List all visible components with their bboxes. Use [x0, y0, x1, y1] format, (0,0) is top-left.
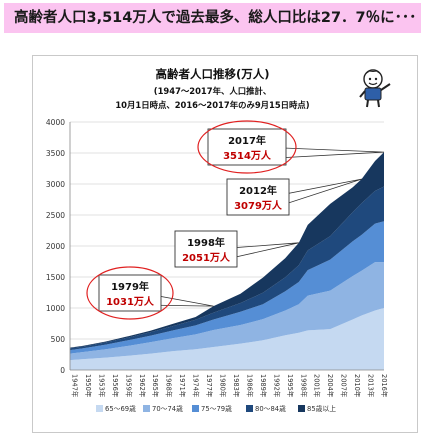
callout-value: 3079万人	[234, 199, 283, 212]
x-tick-label: 1992年	[272, 374, 281, 398]
chart-subtitle-line-2: 10月1日時点、2016～2017年のみ9月15日時点)	[115, 100, 310, 110]
legend-item: 65～69歳	[96, 404, 136, 413]
callout-box	[174, 230, 238, 268]
legend-label: 80～84歳	[255, 404, 286, 413]
legend-label: 65～69歳	[105, 404, 136, 413]
callout-box	[226, 178, 290, 216]
y-tick-label: 2000	[46, 242, 65, 251]
legend-swatch	[143, 405, 150, 412]
callout-box	[98, 274, 162, 312]
chart-title: 高齢者人口推移(万人)	[155, 67, 270, 81]
y-tick-label: 2500	[46, 211, 65, 220]
callout-value: 1031万人	[106, 295, 155, 308]
x-tick-label: 2016年	[380, 374, 389, 398]
legend-label: 70～74歳	[152, 404, 183, 413]
legend-label: 85歳以上	[307, 404, 336, 413]
x-tick-label: 2001年	[313, 374, 322, 398]
x-tick-label: 1956年	[111, 374, 120, 398]
legend-swatch	[192, 405, 199, 412]
x-tick-label: 1995年	[286, 374, 295, 398]
x-tick-label: 1986年	[245, 374, 254, 398]
legend-item: 70～74歳	[143, 404, 183, 413]
callout-year: 1979年	[111, 280, 149, 293]
highlight-ring	[197, 120, 297, 174]
series-area-3	[70, 221, 384, 354]
legend-item: 80～84歳	[246, 404, 286, 413]
callout-box	[207, 128, 287, 166]
x-tick-label: 1962年	[138, 374, 147, 398]
callout-year: 2012年	[239, 184, 277, 197]
legend-item: 75～79歳	[192, 404, 232, 413]
y-tick-label: 4000	[46, 118, 65, 127]
headline-banner: 高齢者人口3,514万人で過去最多、総人口比は27．7％に･･･	[4, 3, 421, 33]
callout-value: 3514万人	[223, 149, 272, 162]
legend-item: 85歳以上	[298, 404, 336, 413]
x-tick-label: 1971年	[178, 374, 187, 398]
y-tick-label: 500	[51, 335, 66, 344]
callout-year: 1998年	[187, 236, 225, 249]
highlight-ring	[86, 266, 174, 320]
x-tick-label: 1953年	[97, 374, 106, 398]
callout-1: 2012年 3079万人	[226, 178, 362, 216]
callout-0: 2017年 3514万人	[197, 120, 385, 174]
chart-subtitle-line-1: (1947～2017年、人口推計、	[153, 86, 272, 96]
x-tick-label: 1980年	[219, 374, 228, 398]
legend-label: 75～79歳	[201, 404, 232, 413]
legend-swatch	[96, 405, 103, 412]
x-tick-label: 1974年	[192, 374, 201, 398]
callout-year: 2017年	[228, 134, 266, 147]
series-area-2	[70, 262, 384, 361]
x-tick-label: 1989年	[259, 374, 268, 398]
x-tick-label: 1965年	[151, 374, 160, 398]
x-tick-label: 1983年	[232, 374, 241, 398]
x-tick-label: 1959年	[124, 374, 133, 398]
x-tick-label: 2010年	[353, 374, 362, 398]
x-tick-label: 2004年	[326, 374, 335, 398]
series-area-1	[70, 308, 384, 370]
x-tick-label: 1968年	[165, 374, 174, 398]
x-tick-label: 2007年	[340, 374, 349, 398]
x-tick-label: 1977年	[205, 374, 214, 398]
x-tick-label: 1947年	[71, 374, 80, 398]
x-tick-label: 1998年	[299, 374, 308, 398]
y-tick-label: 3500	[46, 149, 65, 158]
callout-2: 1998年 2051万人	[174, 230, 299, 268]
x-tick-label: 1950年	[84, 374, 93, 398]
y-tick-label: 0	[60, 366, 65, 375]
callout-value: 2051万人	[182, 251, 231, 264]
y-tick-label: 3000	[46, 180, 65, 189]
y-tick-label: 1000	[46, 304, 65, 313]
legend-swatch	[298, 405, 305, 412]
callout-3: 1979年 1031万人	[86, 266, 214, 320]
legend-swatch	[246, 405, 253, 412]
mascot-illustration	[359, 69, 391, 108]
y-tick-label: 1500	[46, 273, 65, 282]
x-tick-label: 2013年	[367, 374, 376, 398]
